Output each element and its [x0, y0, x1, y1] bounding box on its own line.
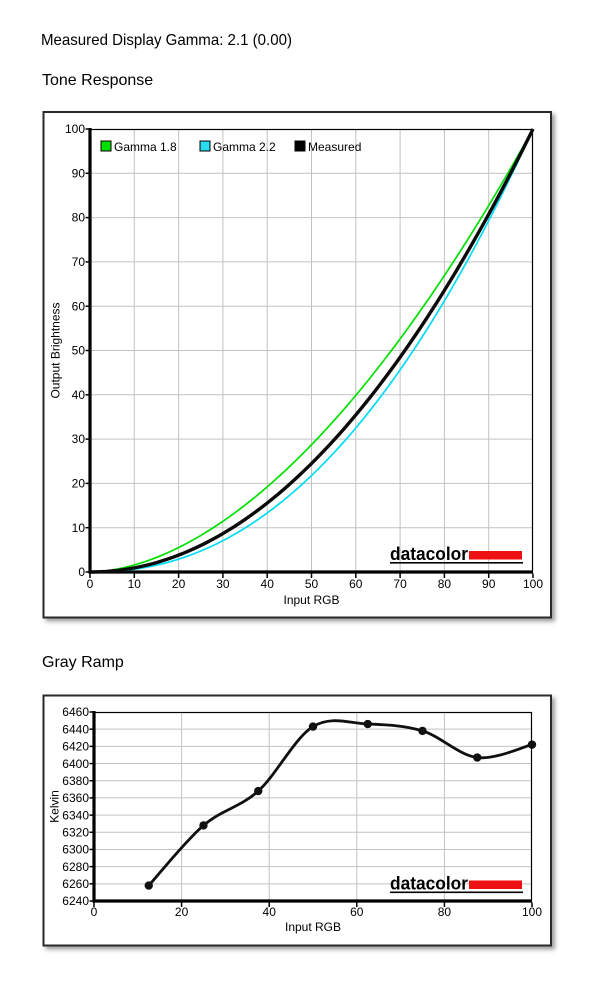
svg-text:20: 20 — [72, 477, 86, 491]
svg-text:0: 0 — [91, 905, 98, 919]
svg-text:6320: 6320 — [62, 825, 89, 839]
svg-text:40: 40 — [261, 577, 275, 591]
svg-text:Tone Response: Tone Response — [42, 72, 153, 89]
svg-text:50: 50 — [305, 577, 319, 591]
svg-text:90: 90 — [482, 577, 496, 591]
svg-text:Input RGB: Input RGB — [283, 593, 339, 607]
svg-text:80: 80 — [72, 211, 86, 225]
svg-text:80: 80 — [438, 577, 452, 591]
svg-text:30: 30 — [72, 432, 86, 446]
svg-text:6240: 6240 — [62, 894, 89, 908]
svg-text:10: 10 — [72, 521, 86, 535]
svg-text:6440: 6440 — [62, 722, 89, 736]
svg-text:6280: 6280 — [62, 860, 89, 874]
svg-text:60: 60 — [350, 905, 364, 919]
svg-text:datacolor: datacolor — [390, 543, 468, 564]
svg-text:Gray Ramp: Gray Ramp — [42, 654, 124, 671]
svg-text:Gamma 1.8: Gamma 1.8 — [114, 140, 177, 154]
svg-text:90: 90 — [72, 166, 86, 180]
svg-text:60: 60 — [72, 299, 86, 313]
svg-text:70: 70 — [72, 255, 86, 269]
svg-text:100: 100 — [523, 577, 543, 591]
svg-text:6300: 6300 — [62, 843, 89, 857]
svg-text:6400: 6400 — [62, 757, 89, 771]
svg-text:6460: 6460 — [62, 705, 89, 719]
svg-text:6420: 6420 — [62, 740, 89, 754]
svg-text:Output Brightness: Output Brightness — [49, 302, 63, 398]
svg-text:40: 40 — [72, 388, 86, 402]
svg-text:20: 20 — [175, 905, 189, 919]
svg-text:6360: 6360 — [62, 791, 89, 805]
svg-text:20: 20 — [172, 577, 186, 591]
svg-text:0: 0 — [87, 577, 94, 591]
svg-text:0: 0 — [78, 565, 85, 579]
svg-text:30: 30 — [216, 577, 230, 591]
svg-text:60: 60 — [349, 577, 363, 591]
svg-text:70: 70 — [393, 577, 407, 591]
svg-text:datacolor: datacolor — [390, 873, 468, 894]
svg-text:100: 100 — [522, 905, 542, 919]
svg-text:Input RGB: Input RGB — [285, 920, 341, 934]
svg-text:Measured Display Gamma: 2.1 (0: Measured Display Gamma: 2.1 (0.00) — [41, 32, 292, 49]
svg-text:40: 40 — [263, 905, 277, 919]
svg-text:6340: 6340 — [62, 808, 89, 822]
svg-text:Gamma 2.2: Gamma 2.2 — [213, 140, 276, 154]
svg-text:10: 10 — [128, 577, 142, 591]
svg-text:Measured: Measured — [308, 140, 361, 154]
svg-text:50: 50 — [72, 344, 86, 358]
svg-text:6380: 6380 — [62, 774, 89, 788]
svg-text:80: 80 — [438, 905, 452, 919]
svg-text:100: 100 — [65, 122, 85, 136]
svg-text:Kelvin: Kelvin — [48, 790, 62, 823]
svg-text:6260: 6260 — [62, 877, 89, 891]
